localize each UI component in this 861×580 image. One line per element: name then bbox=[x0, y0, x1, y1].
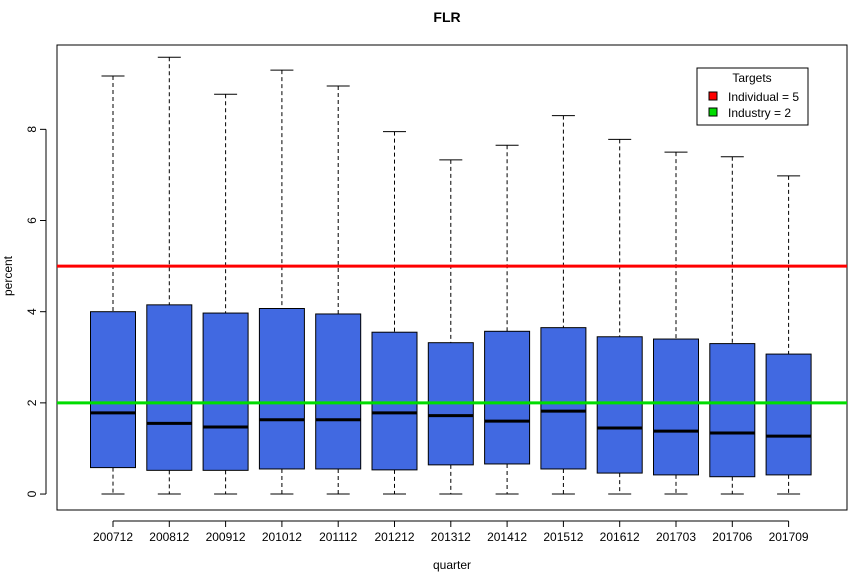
whiskers-layer bbox=[101, 56, 801, 495]
reference-lines-layer bbox=[57, 264, 847, 405]
box-200812 bbox=[146, 304, 193, 471]
x-tick-label: 201412 bbox=[487, 530, 527, 544]
boxes-layer bbox=[90, 304, 812, 478]
y-tick-label: 8 bbox=[25, 126, 39, 133]
box-201012 bbox=[258, 308, 305, 470]
legend-entry-industry: Industry = 2 bbox=[728, 106, 791, 120]
box-201703 bbox=[653, 338, 699, 476]
plot-frame bbox=[56, 44, 848, 511]
y-tick-label: 6 bbox=[25, 217, 39, 224]
x-tick-label: 201512 bbox=[543, 530, 583, 544]
x-tick-label: 200912 bbox=[206, 530, 246, 544]
box-201512 bbox=[540, 327, 587, 470]
x-tick-label: 200812 bbox=[149, 530, 189, 544]
y-axis-label: percent bbox=[1, 255, 15, 296]
legend-swatch-industry bbox=[708, 107, 718, 117]
box-201709 bbox=[765, 353, 812, 476]
x-tick-label: 201612 bbox=[600, 530, 640, 544]
box-201706 bbox=[709, 343, 756, 478]
x-tick-label: 201012 bbox=[262, 530, 302, 544]
x-tick-label: 201703 bbox=[656, 530, 696, 544]
x-tick-label: 201706 bbox=[712, 530, 752, 544]
x-tick-label: 201212 bbox=[374, 530, 414, 544]
x-tick-label: 201312 bbox=[431, 530, 471, 544]
y-axis: 0 2 4 6 8 bbox=[25, 126, 47, 497]
y-tick-label: 4 bbox=[25, 308, 39, 315]
legend-title: Targets bbox=[732, 71, 771, 85]
box-200912 bbox=[202, 312, 249, 471]
legend: Targets Individual = 5 Industry = 2 bbox=[696, 67, 809, 126]
x-tick-label: 200712 bbox=[93, 530, 133, 544]
x-axis-label: quarter bbox=[433, 558, 471, 572]
box-200712 bbox=[90, 311, 136, 469]
chart-title: FLR bbox=[433, 9, 460, 25]
box-201212 bbox=[371, 331, 418, 471]
x-axis: 200712 200812 200912 201012 201112 201212 2013… bbox=[93, 520, 809, 544]
box-201112 bbox=[315, 313, 362, 470]
box-201412 bbox=[484, 330, 531, 465]
legend-swatch-individual bbox=[708, 91, 718, 101]
y-tick-label: 2 bbox=[25, 399, 39, 406]
y-tick-label: 0 bbox=[25, 490, 39, 497]
x-tick-label: 201709 bbox=[769, 530, 809, 544]
legend-entry-individual: Individual = 5 bbox=[728, 90, 799, 104]
x-tick-label: 201112 bbox=[319, 530, 358, 544]
box-201612 bbox=[596, 336, 643, 474]
